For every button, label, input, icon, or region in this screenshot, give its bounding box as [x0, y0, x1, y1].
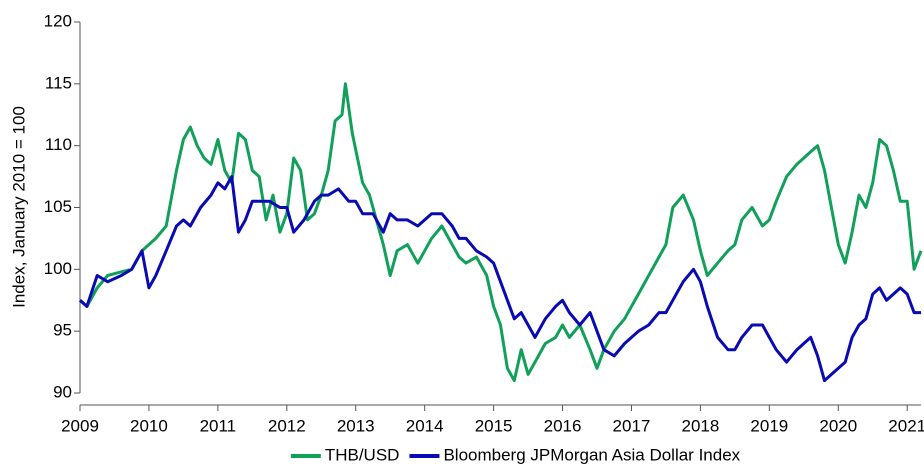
- series-line: [79, 175, 921, 383]
- series-line: [79, 82, 923, 383]
- x-tick-label: 2015: [475, 416, 513, 435]
- x-tick-label: 2018: [681, 416, 719, 435]
- legend-label: THB/USD: [325, 445, 400, 464]
- x-tick-label: 2009: [61, 416, 99, 435]
- x-tick-label: 2020: [819, 416, 857, 435]
- x-tick-label: 2010: [130, 416, 168, 435]
- x-tick-label: 2017: [613, 416, 651, 435]
- x-tick-label: 2014: [406, 416, 444, 435]
- y-axis-title: Index, January 2010 = 100: [9, 106, 28, 308]
- x-tick-label: 2013: [337, 416, 375, 435]
- y-tick-label: 95: [53, 321, 72, 340]
- x-tick-label: 2016: [544, 416, 582, 435]
- y-tick-label: 90: [53, 382, 72, 401]
- x-tick-label: 2021: [888, 416, 924, 435]
- legend-label: Bloomberg JPMorgan Asia Dollar Index: [443, 445, 740, 464]
- y-tick-label: 105: [44, 197, 72, 216]
- y-tick-label: 115: [45, 73, 72, 92]
- y-tick-label: 100: [44, 259, 72, 278]
- y-tick-label: 120: [44, 11, 72, 30]
- x-tick-label: 2012: [268, 416, 306, 435]
- y-tick-label: 110: [45, 135, 72, 154]
- x-tick-label: 2011: [200, 416, 237, 435]
- x-tick-label: 2019: [750, 416, 788, 435]
